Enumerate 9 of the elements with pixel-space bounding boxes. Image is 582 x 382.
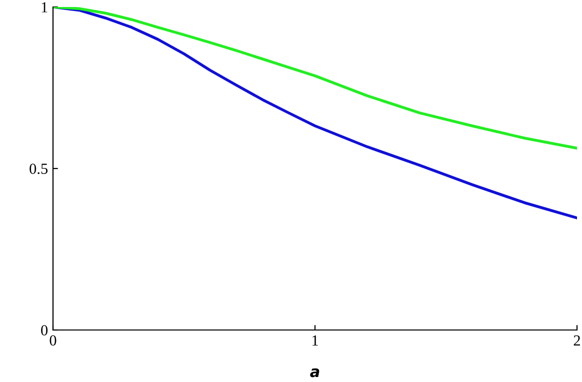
y-tick-label: 0.5: [30, 164, 48, 174]
y-tick-label: 0: [41, 325, 48, 336]
x-tick-label: 0: [50, 335, 56, 346]
x-tick-label: 1: [312, 335, 318, 346]
line-series: [53, 7, 577, 220]
y-tick-label: 1: [42, 2, 48, 12]
x-axis-title: a: [310, 368, 320, 378]
line-series: [53, 7, 577, 150]
x-tick-label: 2: [574, 335, 580, 346]
